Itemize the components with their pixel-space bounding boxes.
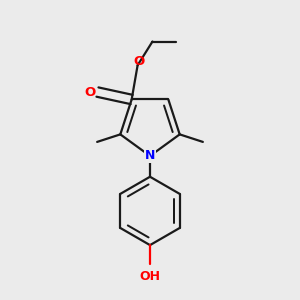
Text: O: O xyxy=(84,85,96,99)
Text: O: O xyxy=(134,55,145,68)
Text: N: N xyxy=(145,149,155,162)
Text: OH: OH xyxy=(140,270,160,284)
